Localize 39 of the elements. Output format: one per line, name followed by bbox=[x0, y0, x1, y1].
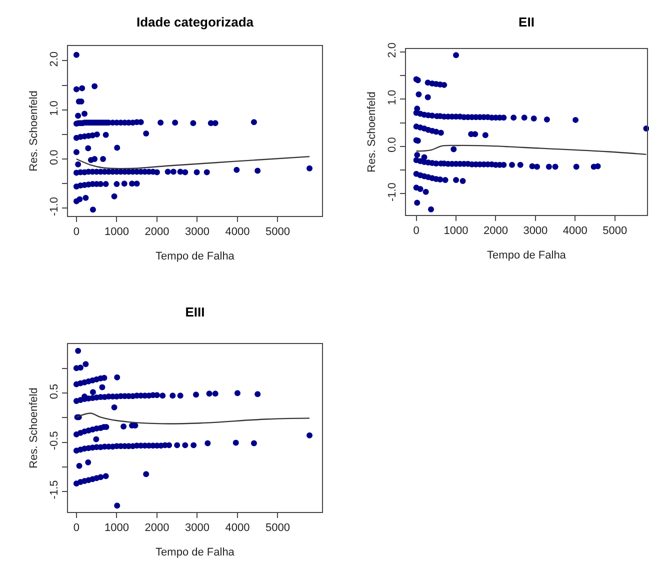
y-tick-label: 1.0 bbox=[48, 100, 61, 116]
x-tick-label: 5000 bbox=[265, 522, 290, 534]
y-axis-title: Res. Schoenfeld bbox=[366, 92, 378, 172]
y-axis-title: Res. Schoenfeld bbox=[28, 388, 40, 468]
y-tick-label: -1.0 bbox=[386, 182, 399, 202]
chart-title: EII bbox=[518, 14, 534, 30]
y-tick-label: 0.5 bbox=[48, 384, 61, 400]
x-tick-label: 2000 bbox=[483, 225, 508, 238]
x-tick-label: 0 bbox=[73, 522, 80, 534]
x-tick-label: 4000 bbox=[562, 225, 588, 238]
y-axis-title: Res. Schoenfeld bbox=[28, 90, 40, 172]
chart-title: Idade categorizada bbox=[136, 14, 254, 30]
x-tick-label: 2000 bbox=[144, 522, 170, 534]
x-tick-label: 5000 bbox=[602, 225, 628, 238]
chart-title: EIII bbox=[185, 304, 205, 320]
x-tick-label: 3000 bbox=[523, 225, 548, 238]
x-tick-label: 1000 bbox=[444, 225, 468, 238]
y-tick-label: 0.0 bbox=[48, 150, 61, 166]
y-tick-label: 0.0 bbox=[386, 137, 399, 152]
y-tick-label: 2.0 bbox=[386, 42, 399, 58]
line-series bbox=[76, 412, 310, 424]
x-axis-title: Tempo de Falha bbox=[156, 250, 236, 262]
y-tick-label: 1.0 bbox=[386, 90, 399, 106]
y-tick-label: -1.0 bbox=[48, 197, 61, 216]
x-axis-title: Tempo de Falha bbox=[156, 546, 236, 558]
x-tick-label: 0 bbox=[73, 226, 80, 238]
x-tick-label: 4000 bbox=[225, 522, 250, 534]
x-tick-label: 3000 bbox=[184, 226, 210, 238]
x-axis-title: Tempo de Falha bbox=[487, 249, 567, 262]
x-tick-label: 4000 bbox=[225, 226, 250, 238]
x-tick-label: 2000 bbox=[144, 226, 170, 238]
y-tick-label: 2.0 bbox=[48, 51, 61, 67]
y-tick-label: -0.5 bbox=[48, 431, 61, 450]
x-tick-label: 3000 bbox=[184, 522, 210, 534]
x-tick-label: 1000 bbox=[104, 522, 129, 534]
x-tick-label: 5000 bbox=[265, 226, 290, 238]
x-tick-label: 0 bbox=[413, 225, 420, 238]
y-tick-label: -1.5 bbox=[48, 480, 61, 500]
x-tick-label: 1000 bbox=[104, 226, 129, 238]
